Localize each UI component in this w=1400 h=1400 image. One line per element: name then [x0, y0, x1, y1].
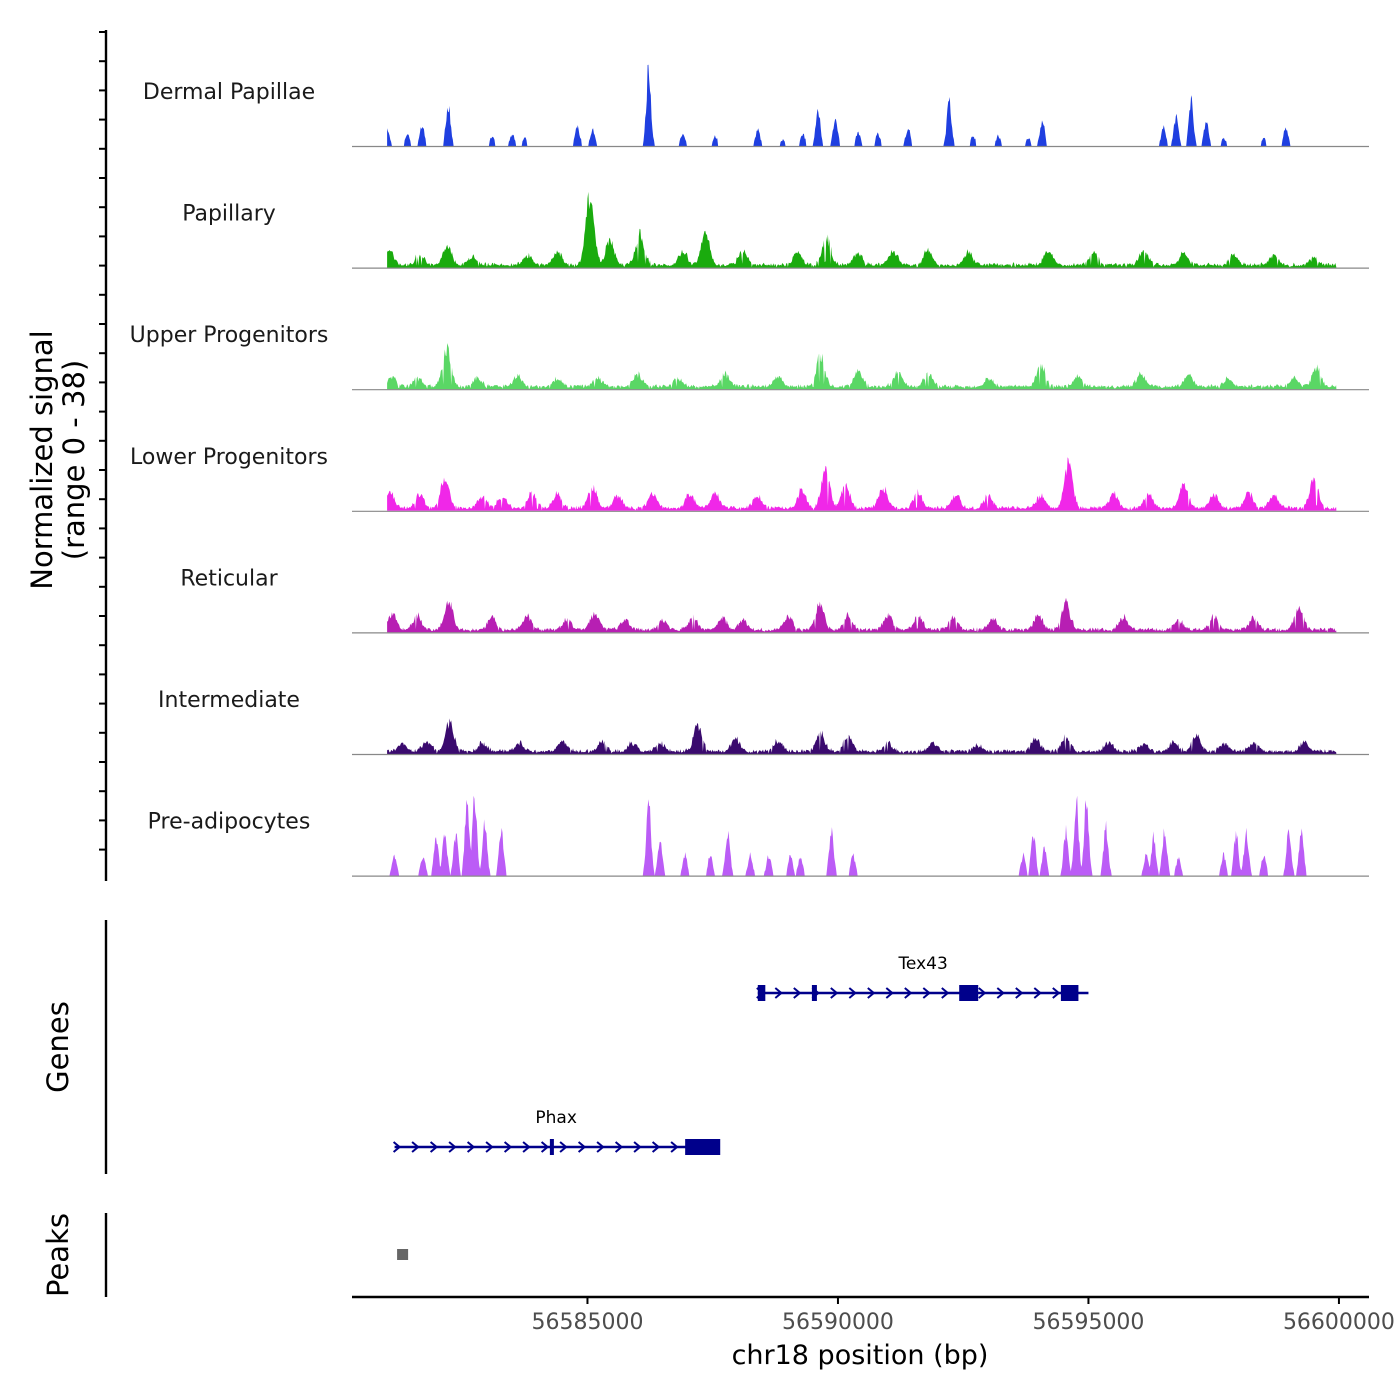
genes-track-label: Genes — [41, 1001, 75, 1093]
strand-arrow — [774, 987, 783, 999]
gene-exon — [685, 1139, 721, 1155]
strand-arrow — [651, 1141, 661, 1153]
x-tick-label: 56590000 — [782, 1310, 894, 1335]
strand-arrow — [904, 987, 913, 999]
track-reticular: Reticular — [180, 566, 1369, 634]
gene-models: Tex43 Phax — [392, 954, 1089, 1155]
gene-exon — [549, 1139, 554, 1155]
coverage-area — [387, 795, 1337, 876]
coverage-area — [387, 343, 1337, 390]
strand-arrow — [1033, 987, 1042, 999]
gene-exon — [811, 985, 817, 1001]
peak-region — [397, 1249, 409, 1260]
strand-arrow — [485, 1141, 494, 1153]
strand-arrow — [922, 987, 931, 999]
strand-arrow — [670, 1141, 679, 1153]
x-tick-label: 56585000 — [531, 1310, 643, 1335]
track-label: Lower Progenitors — [130, 445, 328, 470]
strand-arrow — [941, 987, 950, 999]
strand-arrow — [466, 1141, 476, 1153]
track-pre-adipocytes: Pre-adipocytes — [148, 795, 1369, 877]
genes-panel: Genes Tex43 Phax — [41, 920, 1089, 1174]
track-label: Dermal Papillae — [143, 80, 315, 105]
strand-arrow — [503, 1141, 513, 1153]
strand-arrow — [996, 987, 1005, 999]
gene-phax: Phax — [392, 1108, 721, 1155]
track-upper-progenitors: Upper Progenitors — [130, 323, 1369, 391]
gene-tex43: Tex43 — [756, 954, 1089, 1001]
strand-arrow — [885, 987, 894, 999]
strand-arrow — [522, 1141, 531, 1153]
strand-arrow — [867, 987, 876, 999]
strand-arrow — [559, 1141, 568, 1153]
coverage-area — [387, 597, 1337, 633]
strand-arrow — [978, 987, 987, 999]
coverage-area — [387, 457, 1337, 511]
x-tick-label: 56600000 — [1283, 1310, 1395, 1335]
signal-axis-ticks — [99, 31, 106, 851]
x-axis: 56585000 56590000 56595000 56600000 chr18 p… — [352, 1295, 1395, 1371]
gene-name: Tex43 — [897, 954, 947, 974]
strand-arrow — [540, 1141, 550, 1153]
y-axis-subtitle: (range 0 - 38) — [57, 360, 91, 560]
track-label: Papillary — [182, 202, 276, 227]
coverage-area — [387, 191, 1337, 268]
strand-arrow — [793, 987, 802, 999]
gene-name: Phax — [535, 1108, 577, 1128]
gene-exon — [1060, 985, 1079, 1001]
strand-arrow — [830, 987, 839, 999]
strand-arrow — [614, 1141, 624, 1153]
strand-arrow — [392, 1141, 402, 1153]
track-intermediate: Intermediate — [158, 688, 1369, 756]
track-dermal-papillae: Dermal Papillae — [143, 64, 1369, 148]
x-tick-label: 56595000 — [1032, 1310, 1144, 1335]
strand-arrow — [411, 1141, 420, 1153]
gene-exon — [959, 985, 979, 1001]
track-label: Upper Progenitors — [130, 323, 329, 348]
coverage-area — [387, 718, 1337, 754]
track-lower-progenitors: Lower Progenitors — [130, 445, 1369, 512]
x-axis-ticks: 56585000 56590000 56595000 56600000 — [531, 1297, 1395, 1335]
coverage-area — [387, 64, 1337, 146]
gene-exon — [757, 985, 766, 1001]
strand-arrow — [577, 1141, 587, 1153]
strand-arrow — [1052, 987, 1061, 999]
strand-arrow — [429, 1141, 439, 1153]
signal-axis: Normalized signal (range 0 - 38) — [25, 30, 108, 881]
y-axis-title: Normalized signal — [25, 330, 59, 589]
coverage-tracks: Dermal Papillae Papillary Upper Progenitor… — [130, 64, 1369, 877]
track-label: Intermediate — [158, 688, 300, 713]
track-label: Reticular — [180, 566, 278, 591]
peak-regions — [397, 1249, 409, 1260]
strand-arrow — [848, 987, 857, 999]
x-axis-title: chr18 position (bp) — [732, 1340, 989, 1371]
strand-arrow — [596, 1141, 605, 1153]
peaks-track-label: Peaks — [41, 1213, 75, 1297]
peaks-panel: Peaks — [41, 1213, 409, 1297]
track-label: Pre-adipocytes — [148, 810, 311, 835]
track-papillary: Papillary — [182, 191, 1369, 269]
strand-arrow — [633, 1141, 642, 1153]
strand-arrow — [1015, 987, 1024, 999]
strand-arrow — [448, 1141, 457, 1153]
